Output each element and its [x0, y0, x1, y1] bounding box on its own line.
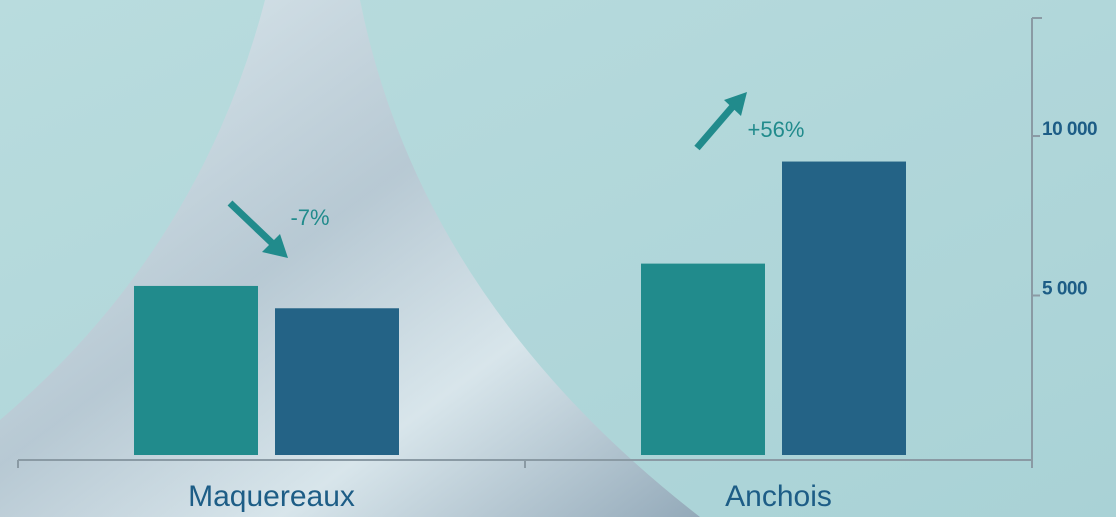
x-tick-label: Anchois [725, 480, 832, 513]
y-tick-label: 5 000 [1042, 279, 1087, 300]
y-tick-label: 10 000 [1042, 119, 1097, 140]
annotation: +56% [748, 117, 805, 142]
arrow-up [694, 102, 737, 151]
bar [275, 308, 399, 455]
x-tick-label: Maquereaux [188, 480, 355, 513]
arrow-down [227, 200, 275, 246]
bar [641, 263, 765, 455]
arrow-down-head [262, 234, 288, 258]
bar [134, 285, 258, 455]
annotation: -7% [290, 205, 329, 230]
bar [782, 161, 906, 455]
arrow-up-head [724, 92, 747, 116]
